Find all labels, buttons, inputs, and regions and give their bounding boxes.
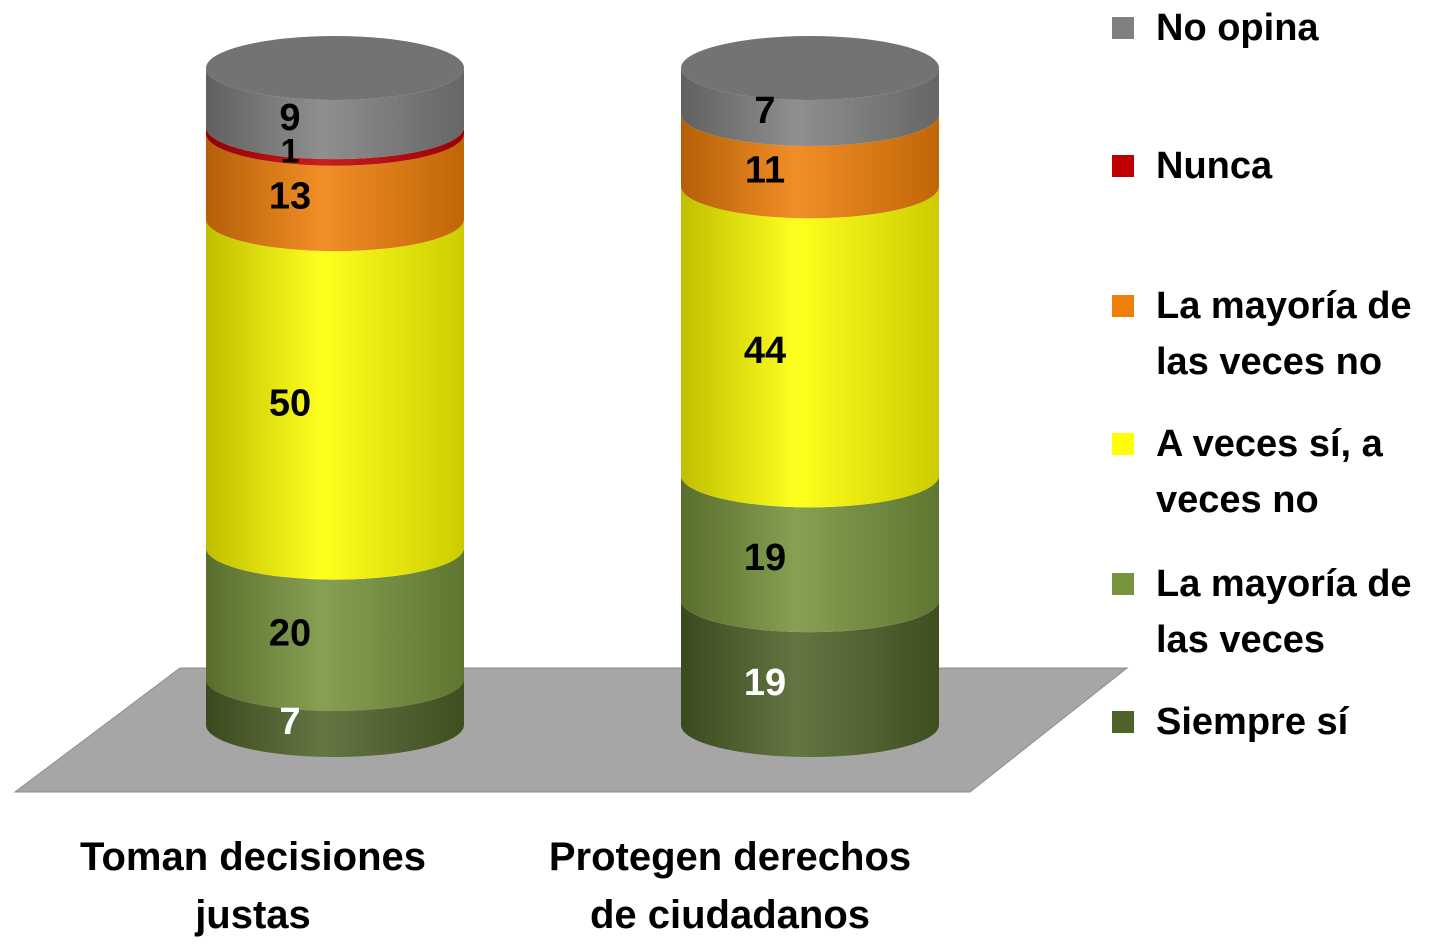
segment-1-1 — [206, 679, 464, 757]
data-label-2-2: 19 — [744, 537, 786, 579]
cylinder-top-cap-2 — [681, 36, 939, 100]
segment-2-3 — [681, 186, 939, 508]
legend-label-mayoria-no: La mayoría de las veces no — [1156, 285, 1412, 383]
data-label-1-5: 1 — [281, 133, 300, 171]
segment-2-2 — [681, 475, 939, 633]
data-label-1-4: 13 — [269, 176, 311, 218]
cylinder-1: 7 20 50 13 19 — [206, 36, 464, 757]
segment-2-4 — [681, 113, 939, 219]
legend-swatch-a-veces — [1112, 433, 1134, 455]
segment-1-3 — [206, 219, 464, 580]
segment-2-1 — [681, 600, 939, 757]
legend-label-mayoria: La mayoría de las veces — [1156, 563, 1412, 661]
legend-label-no-opina: No opina — [1156, 7, 1319, 49]
data-label-1-3: 50 — [269, 383, 311, 425]
chart-floor — [13, 667, 1129, 793]
legend: No opina Nunca La mayoría de las veces n… — [1112, 0, 1441, 760]
data-label-1-2: 20 — [269, 613, 311, 655]
legend-label-nunca: Nunca — [1156, 145, 1273, 187]
data-label-1-6: 9 — [279, 97, 300, 139]
cylinder-2: 19 19 44 11 7 — [681, 36, 939, 757]
cylinder-top-cap-1 — [206, 36, 464, 100]
legend-swatch-nunca — [1112, 155, 1134, 177]
segment-1-6 — [206, 68, 464, 160]
segment-1-5 — [206, 127, 464, 166]
category-label-2: Protegen derechos de ciudadanos — [548, 835, 912, 937]
bars-layer: 7 20 50 13 19 19 19 44 11 7 — [206, 36, 939, 757]
data-label-2-3: 44 — [744, 330, 786, 372]
legend-swatch-mayoria-no — [1112, 295, 1134, 317]
data-label-1-1: 7 — [279, 701, 300, 743]
legend-label-siempre: Siempre sí — [1156, 701, 1349, 743]
legend-swatch-no-opina — [1112, 17, 1134, 39]
segment-2-6 — [681, 68, 939, 146]
data-label-2-6: 7 — [754, 90, 775, 132]
legend-label-a-veces: A veces sí, a veces no — [1156, 423, 1383, 521]
data-label-2-4: 11 — [745, 149, 785, 191]
legend-swatch-siempre — [1112, 711, 1134, 733]
data-label-2-1: 19 — [744, 662, 786, 704]
legend-swatch-mayoria — [1112, 573, 1134, 595]
segment-1-4 — [206, 133, 464, 252]
segment-1-2 — [206, 547, 464, 712]
category-label-1: Toman decisiones justas — [79, 835, 426, 937]
